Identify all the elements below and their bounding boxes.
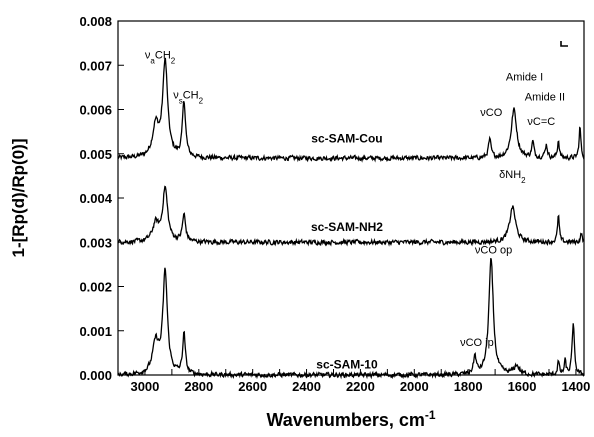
peak-annotation-3: Amide I bbox=[506, 72, 543, 84]
x-tick-label-2: 2800 bbox=[184, 379, 213, 394]
y-tick-label-6: 0.006 bbox=[79, 103, 112, 118]
y-tick-label-5: 0.005 bbox=[79, 147, 112, 162]
x-tick-label-12: 1800 bbox=[454, 379, 483, 394]
peak-annotation-0: νaCH2 bbox=[145, 50, 176, 66]
spectra-traces bbox=[117, 57, 585, 380]
x-tick-label-14: 1600 bbox=[508, 379, 537, 394]
spectrum-line-1 bbox=[117, 185, 585, 247]
peak-annotation-6: δNH2 bbox=[499, 169, 526, 185]
y-tick-label-3: 0.003 bbox=[79, 235, 112, 250]
x-tick-label-8: 2200 bbox=[346, 379, 375, 394]
x-tick-label-10: 2000 bbox=[400, 379, 429, 394]
series-label-2: sc-SAM-10 bbox=[316, 357, 378, 371]
y-tick-label-7: 0.007 bbox=[79, 58, 112, 73]
series-label-0: sc-SAM-Cou bbox=[311, 132, 382, 146]
y-tick-label-8: 0.008 bbox=[79, 14, 112, 29]
y-tick-label-2: 0.002 bbox=[79, 280, 112, 295]
y-tick-label-1: 0.001 bbox=[79, 324, 112, 339]
x-tick-label-16: 1400 bbox=[561, 379, 590, 394]
peak-annotation-4: Amide II bbox=[525, 92, 565, 104]
spectrum-line-0 bbox=[117, 57, 585, 163]
peak-annotation-7: νCO op bbox=[475, 244, 512, 256]
x-axis-title: Wavenumbers, cm-1 bbox=[266, 408, 435, 430]
axis-ticks: 3000 2800 2600 2400 2200 2000 1800 1600 1400 0.00… bbox=[79, 14, 590, 394]
peak-annotation-5: νC=C bbox=[527, 116, 555, 128]
peak-annotation-1: νsCH2 bbox=[173, 89, 203, 105]
corner-marker bbox=[560, 41, 568, 47]
peak-annotation-8: νCO ip bbox=[460, 337, 494, 349]
peak-annotations: νaCH2 νsCH2 νCO Amide I Amide II νC=C δNH2 νCO … bbox=[145, 50, 565, 350]
x-tick-label-0: 3000 bbox=[130, 379, 159, 394]
series-labels: sc-SAM-Cou sc-SAM-NH2 sc-SAM-10 bbox=[311, 132, 383, 372]
y-axis-title: 1-[Rp(d)/Rp(0)] bbox=[9, 139, 28, 258]
x-tick-label-4: 2600 bbox=[238, 379, 267, 394]
peak-annotation-2: νCO bbox=[480, 107, 502, 119]
spectrum-line-2 bbox=[117, 258, 585, 380]
x-tick-label-6: 2400 bbox=[292, 379, 321, 394]
y-tick-label-0: 0.000 bbox=[79, 368, 112, 383]
series-label-1: sc-SAM-NH2 bbox=[311, 220, 383, 234]
y-tick-label-4: 0.004 bbox=[79, 191, 112, 206]
